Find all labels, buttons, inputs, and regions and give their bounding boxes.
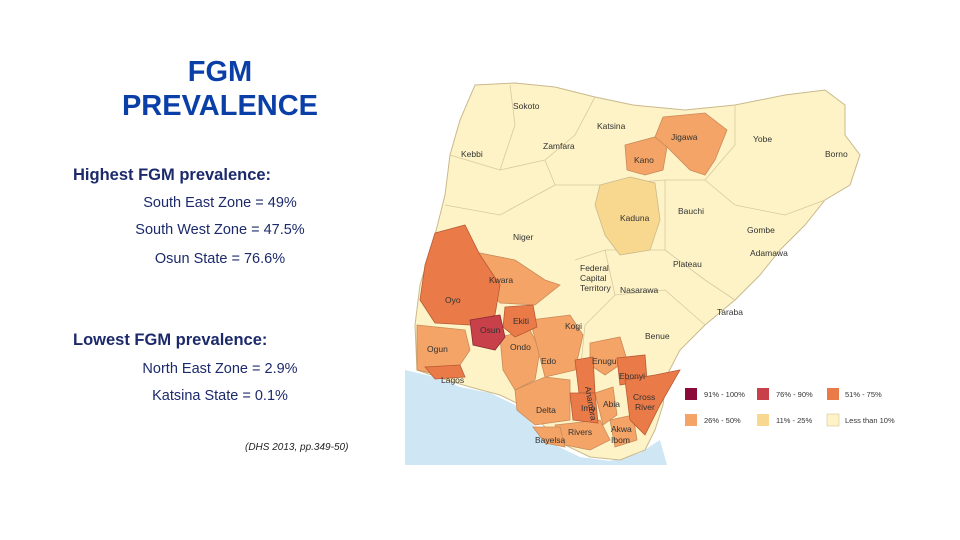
highest-item: Osun State = 76.6% — [154, 251, 286, 267]
region-ekiti — [502, 304, 538, 338]
title-line-2: PREVALENCE — [121, 90, 319, 122]
legend-label-26-50: 26% - 50% — [704, 416, 741, 425]
label-zamfara: Zamfara — [543, 141, 575, 151]
label-akwa-2: Ibom — [611, 435, 630, 445]
label-kogi: Kogi — [565, 321, 582, 331]
label-katsina: Katsina — [597, 121, 626, 131]
legend-label-51-75: 51% - 75% — [845, 390, 882, 399]
label-abia: Abia — [603, 399, 620, 409]
nigeria-fgm-map: Sokoto Katsina Jigawa Yobe Kebbi Zamfara… — [405, 75, 930, 465]
label-gombe: Gombe — [747, 225, 775, 235]
region-labels: Sokoto Katsina Jigawa Yobe Kebbi Zamfara… — [427, 101, 848, 445]
label-akwa-1: Akwa — [611, 424, 632, 434]
label-enugu: Enugu — [592, 356, 617, 366]
label-ekiti: Ekiti — [513, 316, 529, 326]
label-borno: Borno — [825, 149, 848, 159]
legend-swatch-11-25 — [757, 414, 769, 426]
label-cross-1: Cross — [633, 392, 655, 402]
label-sokoto: Sokoto — [513, 101, 540, 111]
label-rivers: Rivers — [568, 427, 592, 437]
legend-label-11-25: 11% - 25% — [776, 416, 812, 425]
label-fct-2: Capital — [580, 273, 607, 283]
label-imo: Imo — [581, 403, 595, 413]
label-kano: Kano — [634, 155, 654, 165]
label-bauchi: Bauchi — [678, 206, 704, 216]
lowest-item: North East Zone = 2.9% — [142, 361, 298, 377]
label-lagos: Lagos — [441, 375, 464, 385]
lowest-heading: Lowest FGM prevalence: — [73, 331, 268, 349]
region-imo — [569, 392, 599, 424]
label-plateau: Plateau — [673, 259, 702, 269]
slide-title: FGM PREVALENCE — [60, 55, 380, 123]
legend-label-less-10: Less than 10% — [845, 416, 895, 425]
sea — [405, 370, 667, 465]
region-osun — [469, 314, 506, 351]
region-delta — [514, 376, 571, 426]
state-borders — [444, 84, 826, 376]
highest-item: South East Zone = 49% — [143, 195, 297, 211]
label-benue: Benue — [645, 331, 670, 341]
label-bayelsa: Bayelsa — [535, 435, 566, 445]
region-cross-river — [624, 369, 681, 436]
region-edo — [529, 314, 584, 378]
legend-swatch-less-10 — [826, 413, 840, 427]
label-edo: Edo — [541, 356, 556, 366]
legend-swatch-26-50 — [685, 414, 697, 426]
legend-swatch-51-75 — [827, 388, 839, 400]
map-svg: Sokoto Katsina Jigawa Yobe Kebbi Zamfara… — [405, 82, 895, 465]
label-fct-1: Federal — [580, 263, 609, 273]
region-bayelsa — [532, 426, 566, 448]
label-jigawa: Jigawa — [671, 132, 698, 142]
citation: (DHS 2013, pp.349-50) — [245, 442, 349, 453]
label-fct-3: Territory — [580, 283, 611, 293]
label-taraba: Taraba — [717, 307, 743, 317]
label-adamawa: Adamawa — [750, 248, 788, 258]
label-kebbi: Kebbi — [461, 149, 483, 159]
label-oyo: Oyo — [445, 295, 461, 305]
lowest-item: Katsina State = 0.1% — [152, 388, 288, 404]
label-yobe: Yobe — [753, 134, 772, 144]
legend-swatch-91-100 — [685, 388, 697, 400]
label-nasarawa: Nasarawa — [620, 285, 659, 295]
label-cross-2: River — [635, 402, 655, 412]
label-delta: Delta — [536, 405, 556, 415]
title-line-1: FGM — [187, 56, 253, 88]
region-abia — [594, 386, 618, 426]
label-kaduna: Kaduna — [620, 213, 650, 223]
label-osun: Osun — [480, 325, 501, 335]
label-ebonyi: Ebonyi — [619, 371, 645, 381]
region-lagos — [424, 364, 466, 380]
region-kaduna — [594, 176, 661, 256]
highest-heading: Highest FGM prevalence: — [73, 166, 272, 184]
legend-label-76-90: 76% - 90% — [776, 390, 813, 399]
region-akwa-ibom — [609, 414, 638, 448]
legend: 91% - 100% 76% - 90% 51% - 75% 26% - 50%… — [685, 388, 895, 427]
legend-label-91-100: 91% - 100% — [704, 390, 745, 399]
label-ondo: Ondo — [510, 342, 531, 352]
legend-swatch-76-90 — [757, 388, 769, 400]
label-ogun: Ogun — [427, 344, 448, 354]
highest-item: South West Zone = 47.5% — [135, 222, 305, 238]
label-kwara: Kwara — [489, 275, 513, 285]
region-jigawa — [654, 112, 728, 176]
label-niger: Niger — [513, 232, 533, 242]
